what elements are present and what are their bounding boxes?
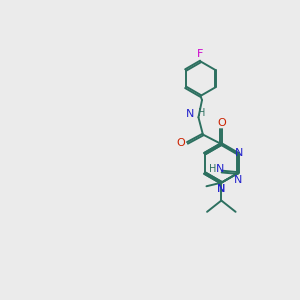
Text: N: N	[186, 109, 194, 119]
Text: N: N	[235, 148, 243, 158]
Text: N: N	[234, 175, 242, 184]
Text: O: O	[217, 118, 226, 128]
Text: F: F	[197, 49, 204, 59]
Text: H: H	[209, 164, 217, 174]
Text: N: N	[217, 184, 226, 194]
Text: N: N	[216, 164, 224, 174]
Text: N: N	[217, 184, 226, 194]
Text: H: H	[198, 108, 206, 118]
Text: O: O	[176, 138, 185, 148]
